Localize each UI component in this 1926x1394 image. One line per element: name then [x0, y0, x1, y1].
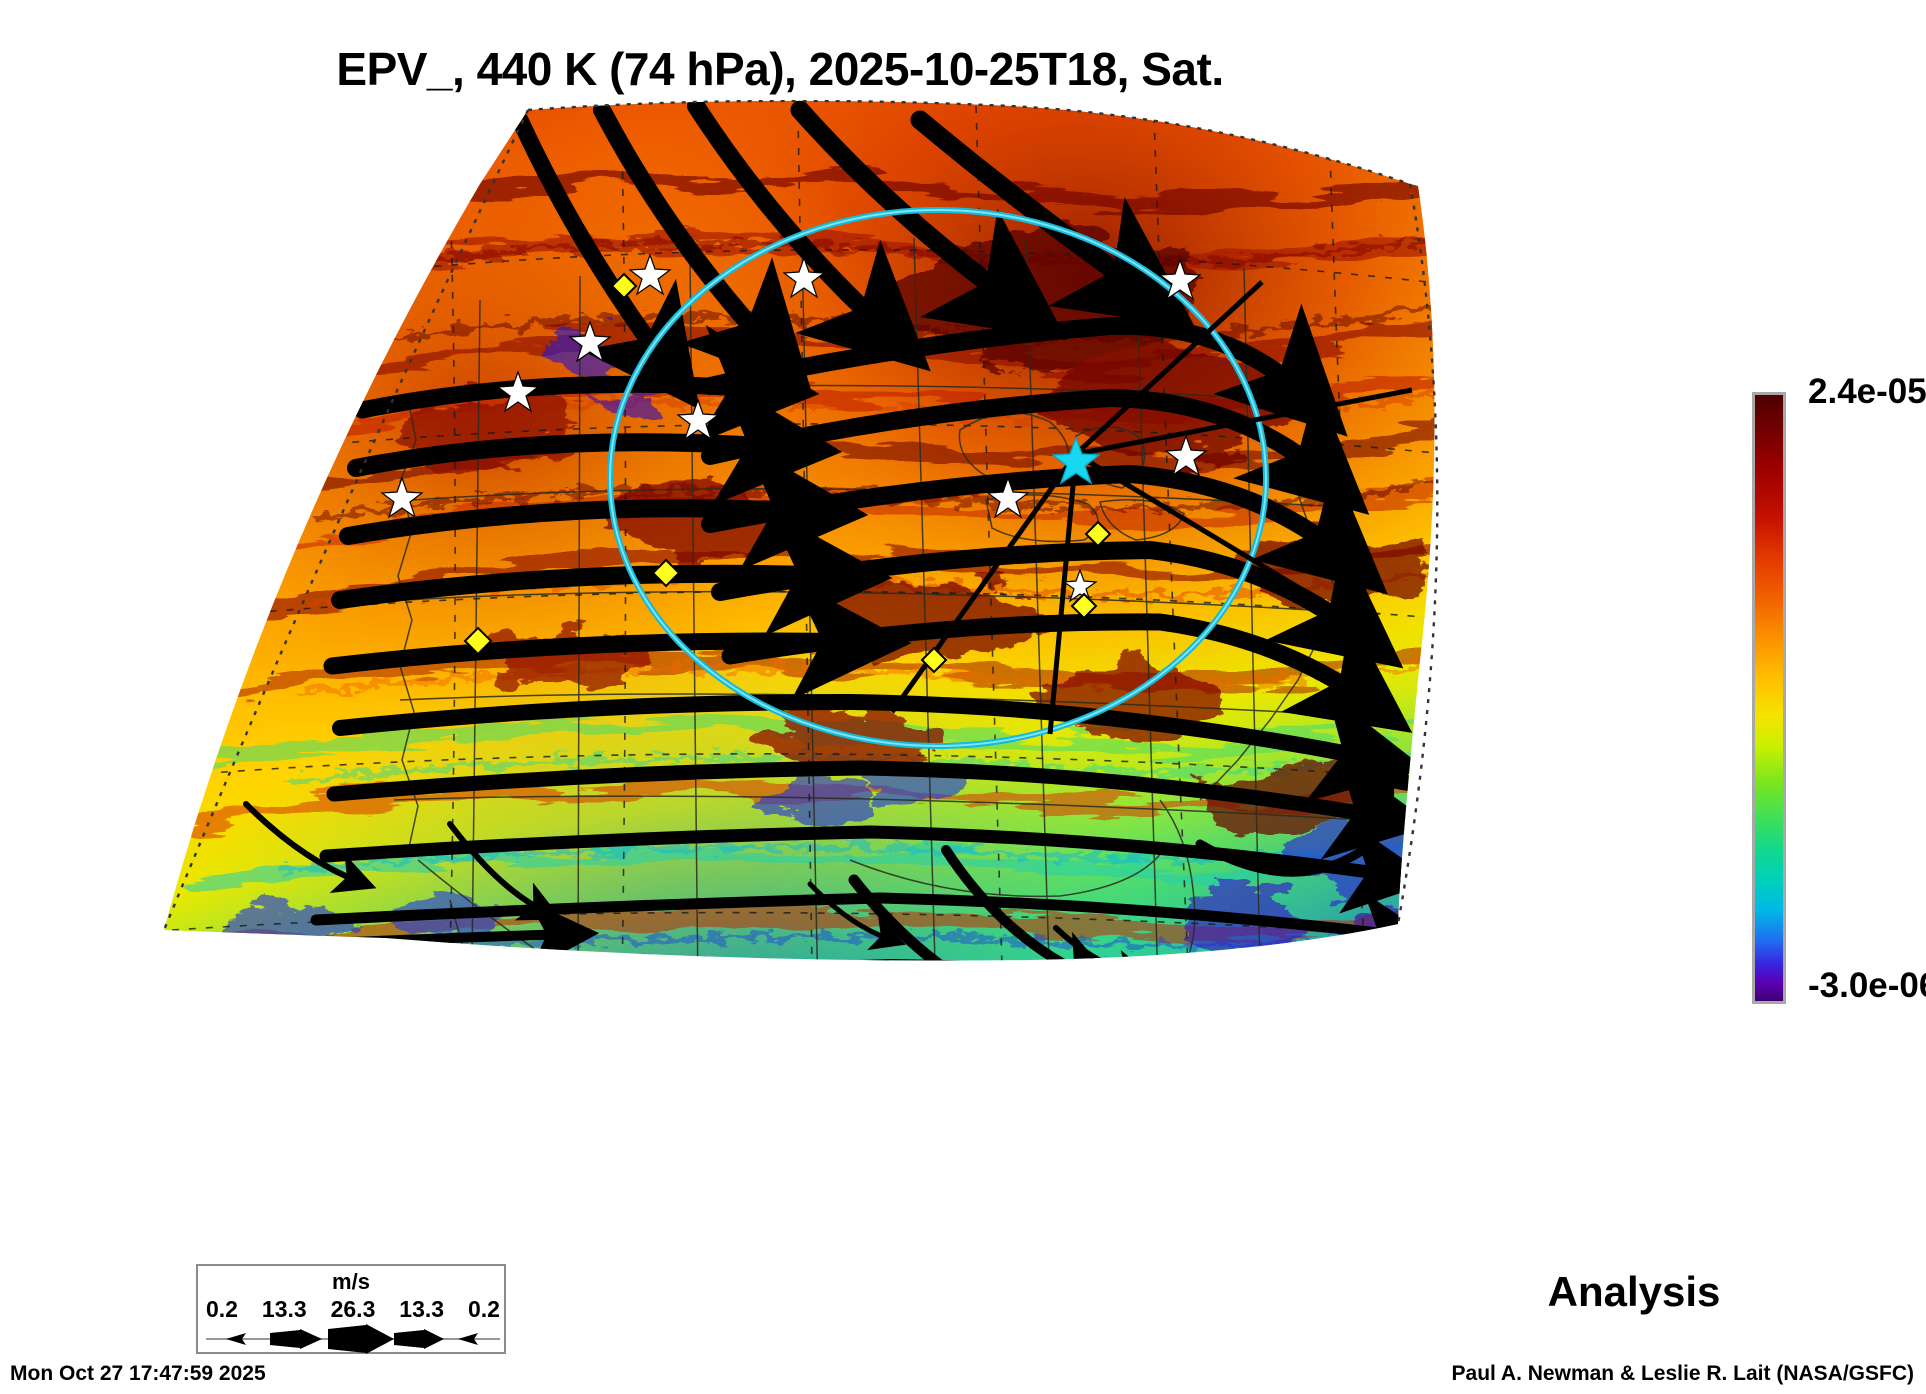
page-title: EPV_, 440 K (74 hPa), 2025-10-25T18, Sat…: [336, 43, 1224, 95]
wind-legend-values: 0.2 13.3 26.3 13.3 0.2: [206, 1296, 500, 1323]
wind-value-4: 0.2: [467, 1296, 500, 1322]
footer-credits: Paul A. Newman & Leslie R. Lait (NASA/GS…: [1451, 1362, 1914, 1385]
station-markers[interactable]: [380, 253, 1208, 674]
wind-legend-arrows: [206, 1324, 500, 1354]
map-boundary: [162, 100, 1439, 931]
wind-value-1: 13.3: [261, 1296, 307, 1322]
yellow-diamond-marker[interactable]: [463, 272, 1112, 674]
white-star-marker[interactable]: [380, 253, 1208, 603]
epv-heatmap-svg[interactable]: [150, 100, 1570, 1160]
wind-value-0: 0.2: [206, 1296, 238, 1322]
analysis-label: Analysis: [1547, 1268, 1721, 1315]
cyan-star-marker[interactable]: [1051, 436, 1101, 485]
range-ring: [607, 207, 1269, 749]
map-panel[interactable]: [150, 100, 1570, 1160]
colorbar-min-label: -3.0e-06: [1808, 966, 1926, 1005]
radial-transects: [889, 280, 1413, 735]
wind-value-2: 26.3: [330, 1296, 376, 1322]
wind-speed-legend[interactable]: m/s 0.2 13.3 26.3 13.3 0.2: [196, 1264, 506, 1354]
colorbar-max-label: 2.4e-05: [1808, 372, 1926, 411]
colorbar-gradient[interactable]: [1752, 392, 1786, 1004]
colorbar[interactable]: 2.4e-05 -3.0e-06: [1746, 372, 1926, 1010]
wind-value-3: 13.3: [399, 1296, 445, 1322]
epv-field: [164, 100, 1435, 961]
wind-legend-unit: m/s: [332, 1269, 370, 1294]
footer-timestamp: Mon Oct 27 17:47:59 2025: [10, 1362, 266, 1385]
wind-streamlines: [164, 100, 1435, 961]
